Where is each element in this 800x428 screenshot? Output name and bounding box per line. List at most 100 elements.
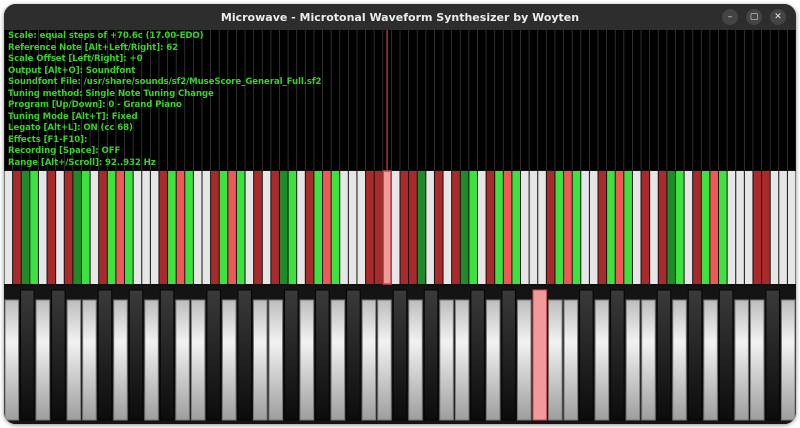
scale-key-white[interactable] — [650, 171, 658, 284]
scale-key-green[interactable] — [185, 171, 193, 284]
scale-key-dark-red[interactable] — [159, 171, 168, 284]
scale-key-white[interactable] — [744, 171, 753, 284]
scale-key-white[interactable] — [56, 171, 64, 284]
scale-key-green[interactable] — [168, 171, 176, 284]
scale-key-red[interactable] — [503, 171, 512, 284]
scale-key-white[interactable] — [142, 171, 150, 284]
scale-key-white[interactable] — [589, 171, 598, 284]
piano-key-white[interactable] — [439, 299, 454, 421]
scale-key-green[interactable] — [555, 171, 564, 284]
scale-key-white[interactable] — [581, 171, 589, 284]
piano-key-white[interactable] — [82, 299, 97, 421]
scale-key-white[interactable] — [90, 171, 99, 284]
scale-keyboard[interactable] — [4, 170, 796, 286]
scale-key-white[interactable] — [150, 171, 159, 284]
close-button[interactable]: ✕ — [770, 9, 786, 25]
scale-key-dark-green[interactable] — [667, 171, 675, 284]
scale-key-dark-green[interactable] — [73, 171, 81, 284]
scale-key-red[interactable] — [615, 171, 624, 284]
scale-key-dark-red[interactable] — [434, 171, 443, 284]
piano-key-highlighted[interactable] — [532, 289, 548, 421]
scale-key-dark-red[interactable] — [305, 171, 314, 284]
piano-key-black[interactable] — [470, 289, 485, 421]
scale-key-white[interactable] — [348, 171, 357, 284]
scale-key-white[interactable] — [262, 171, 271, 284]
scale-key-white[interactable] — [391, 171, 400, 284]
piano-key-white[interactable] — [252, 299, 268, 421]
scale-key-green[interactable] — [675, 171, 684, 284]
piano-key-white[interactable] — [594, 299, 610, 421]
piano-key-black[interactable] — [51, 289, 66, 421]
scale-key-dark-red[interactable] — [254, 171, 262, 284]
piano-key-black[interactable] — [284, 289, 299, 421]
scale-key-dark-green[interactable] — [279, 171, 288, 284]
piano-key-white[interactable] — [454, 299, 470, 421]
scale-key-white[interactable] — [193, 171, 202, 284]
piano-key-white[interactable] — [548, 299, 563, 421]
scale-key-white[interactable] — [38, 171, 47, 284]
scale-key-white[interactable] — [632, 171, 641, 284]
scale-key-green[interactable] — [107, 171, 116, 284]
scale-key-dark-red[interactable] — [486, 171, 495, 284]
piano-key-white[interactable] — [672, 299, 687, 421]
scale-key-green[interactable] — [236, 171, 245, 284]
scale-key-dark-red[interactable] — [762, 171, 770, 284]
piano-key-white[interactable] — [330, 299, 346, 421]
scale-key-green[interactable] — [331, 171, 340, 284]
scale-key-dark-red[interactable] — [546, 171, 555, 284]
scale-key-white[interactable] — [477, 171, 486, 284]
scale-key-white[interactable] — [521, 171, 529, 284]
scale-key-red[interactable] — [564, 171, 572, 284]
scale-key-green[interactable] — [701, 171, 710, 284]
scale-key-white[interactable] — [538, 171, 546, 284]
scale-key-dark-red[interactable] — [693, 171, 701, 284]
scale-key-highlighted[interactable] — [382, 170, 392, 285]
piano-key-black[interactable] — [501, 289, 516, 421]
piano-key-black[interactable] — [579, 289, 594, 421]
scale-key-dark-green[interactable] — [460, 171, 469, 284]
scale-key-green[interactable] — [219, 171, 228, 284]
piano-key-white[interactable] — [408, 299, 423, 421]
title-bar[interactable]: Microwave - Microtonal Waveform Synthesi… — [4, 4, 796, 30]
piano-key-white[interactable] — [641, 299, 656, 421]
scale-key-dark-red[interactable] — [452, 171, 460, 284]
scale-key-white[interactable] — [736, 171, 744, 284]
scale-key-green[interactable] — [81, 171, 90, 284]
piano-key-black[interactable] — [687, 289, 703, 421]
scale-key-dark-red[interactable] — [13, 171, 21, 284]
piano-key-white[interactable] — [361, 299, 377, 421]
piano-key-black[interactable] — [128, 289, 144, 421]
synth-canvas[interactable]: Scale: equal steps of +70.6c (17.00-EDO)… — [4, 30, 796, 424]
piano-key-white[interactable] — [749, 299, 765, 421]
scale-key-dark-red[interactable] — [598, 171, 607, 284]
piano-key-black[interactable] — [237, 289, 252, 421]
piano-key-black[interactable] — [97, 289, 113, 421]
scale-key-green[interactable] — [314, 171, 323, 284]
scale-key-green[interactable] — [288, 171, 297, 284]
scale-key-white[interactable] — [340, 171, 348, 284]
scale-key-white[interactable] — [245, 171, 254, 284]
piano-key-white[interactable] — [734, 299, 749, 421]
scale-key-dark-red[interactable] — [753, 171, 762, 284]
scale-key-dark-red[interactable] — [64, 171, 73, 284]
scale-key-white[interactable] — [727, 171, 736, 284]
scale-key-dark-red[interactable] — [99, 171, 107, 284]
scale-key-white[interactable] — [202, 171, 211, 284]
scale-key-dark-red[interactable] — [409, 171, 417, 284]
scale-key-green[interactable] — [30, 171, 38, 284]
scale-key-white[interactable] — [529, 171, 538, 284]
scale-key-white[interactable] — [779, 171, 787, 284]
scale-key-white[interactable] — [426, 171, 434, 284]
scale-key-dark-red[interactable] — [658, 171, 667, 284]
piano-key-white[interactable] — [4, 299, 20, 421]
scale-key-white[interactable] — [787, 171, 796, 284]
piano-key-white[interactable] — [268, 299, 284, 421]
scale-key-dark-red[interactable] — [47, 171, 56, 284]
piano-key-white[interactable] — [190, 299, 206, 421]
scale-key-dark-green[interactable] — [21, 171, 30, 284]
scale-key-dark-red[interactable] — [366, 171, 374, 284]
piano-key-black[interactable] — [423, 289, 439, 421]
scale-key-dark-green[interactable] — [417, 171, 426, 284]
piano-key-white[interactable] — [625, 299, 641, 421]
piano-key-white[interactable] — [144, 299, 159, 421]
